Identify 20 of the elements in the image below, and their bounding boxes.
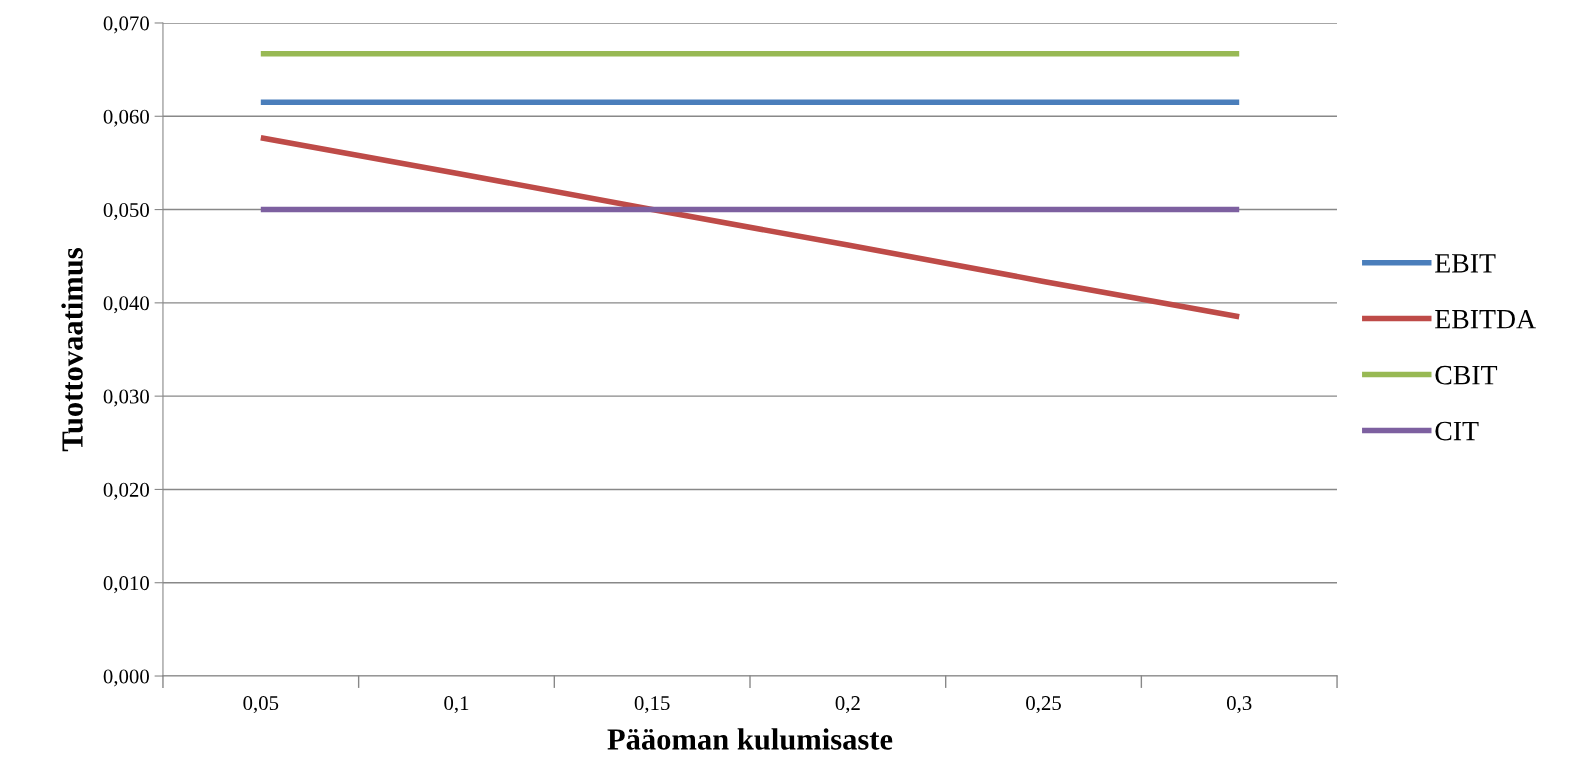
x-tick-label: 0,3 [1226, 696, 1252, 714]
legend-label: CIT [1435, 421, 1479, 441]
y-tick-label: 0,060 [103, 109, 149, 127]
y-tick-label: 0,040 [103, 296, 149, 314]
legend-label: EBIT [1435, 254, 1496, 273]
y-tick-label: 0,020 [103, 482, 149, 500]
x-tick-label: 0,2 [835, 696, 860, 714]
x-tick-label: 0,25 [1026, 696, 1061, 714]
legend-label: EBITDA [1435, 309, 1536, 329]
y-axis-title: Tuottovaatimus [61, 248, 83, 452]
legend-label: CBIT [1435, 365, 1498, 385]
x-tick-label: 0,15 [634, 696, 670, 714]
y-tick-label: 0,070 [103, 16, 149, 34]
y-tick-label: 0,050 [103, 202, 149, 220]
y-tick-label: 0,000 [103, 669, 149, 687]
x-tick-label: 0,05 [243, 696, 279, 714]
x-tick-label: 0,1 [444, 696, 469, 714]
y-tick-label: 0,030 [103, 389, 149, 407]
x-axis-title: Pääoman kulumisaste [607, 728, 893, 750]
y-tick-label: 0,010 [103, 576, 149, 594]
